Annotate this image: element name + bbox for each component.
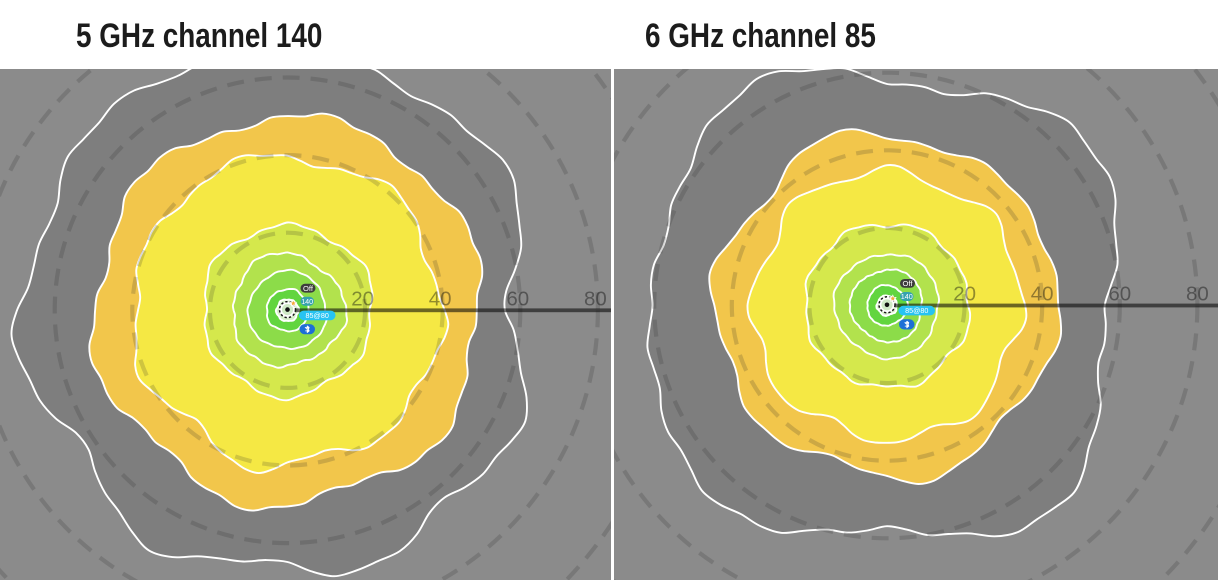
svg-text:60: 60: [1108, 283, 1131, 306]
svg-text:60: 60: [506, 287, 529, 310]
svg-text:80: 80: [1186, 283, 1209, 306]
svg-text:85@80: 85@80: [905, 306, 928, 315]
svg-text:85@80: 85@80: [306, 311, 329, 320]
svg-text:140: 140: [901, 292, 913, 301]
svg-text:40: 40: [429, 287, 452, 310]
svg-text:140: 140: [301, 297, 313, 306]
svg-text:Off: Off: [303, 284, 314, 293]
svg-text:80: 80: [584, 287, 607, 310]
svg-text:20: 20: [953, 283, 976, 306]
svg-text:Off: Off: [903, 279, 914, 288]
svg-text:40: 40: [1031, 283, 1054, 306]
svg-text:20: 20: [351, 287, 374, 310]
